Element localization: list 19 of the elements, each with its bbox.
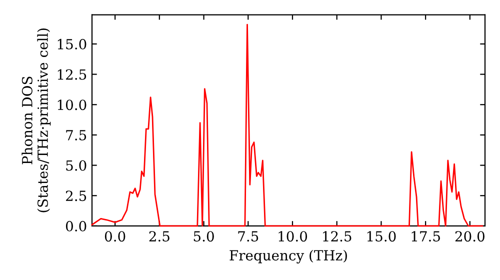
x-tick-label: 5.0 — [194, 231, 214, 242]
y-tick-label: 15.0 — [58, 38, 86, 50]
y-axis-title: Phonon DOS (States/THz·primitive cell) — [22, 28, 51, 212]
x-tick-label: 17.5 — [412, 231, 440, 242]
y-tick-label: 7.5 — [66, 130, 86, 140]
y-tick-label: 2.5 — [66, 190, 86, 202]
y-tick-label: 12.5 — [58, 69, 86, 80]
y-tick-label: 0.0 — [66, 220, 86, 232]
x-axis-title: Frequency (THz) — [230, 250, 347, 264]
x-tick-label: 10.0 — [278, 231, 308, 242]
x-tick-label: 20.0 — [455, 231, 484, 242]
x-tick-label: 0.0 — [104, 231, 126, 242]
x-tick-label: 12.5 — [323, 231, 352, 242]
line-series — [91, 24, 484, 227]
y-tick-label: 10.0 — [58, 100, 86, 110]
x-tick-label: 7.5 — [238, 231, 258, 242]
x-tick-label: 15.0 — [367, 231, 396, 242]
x-tick-label: 2.5 — [149, 231, 170, 242]
y-tick-label: 5.0 — [66, 160, 86, 171]
